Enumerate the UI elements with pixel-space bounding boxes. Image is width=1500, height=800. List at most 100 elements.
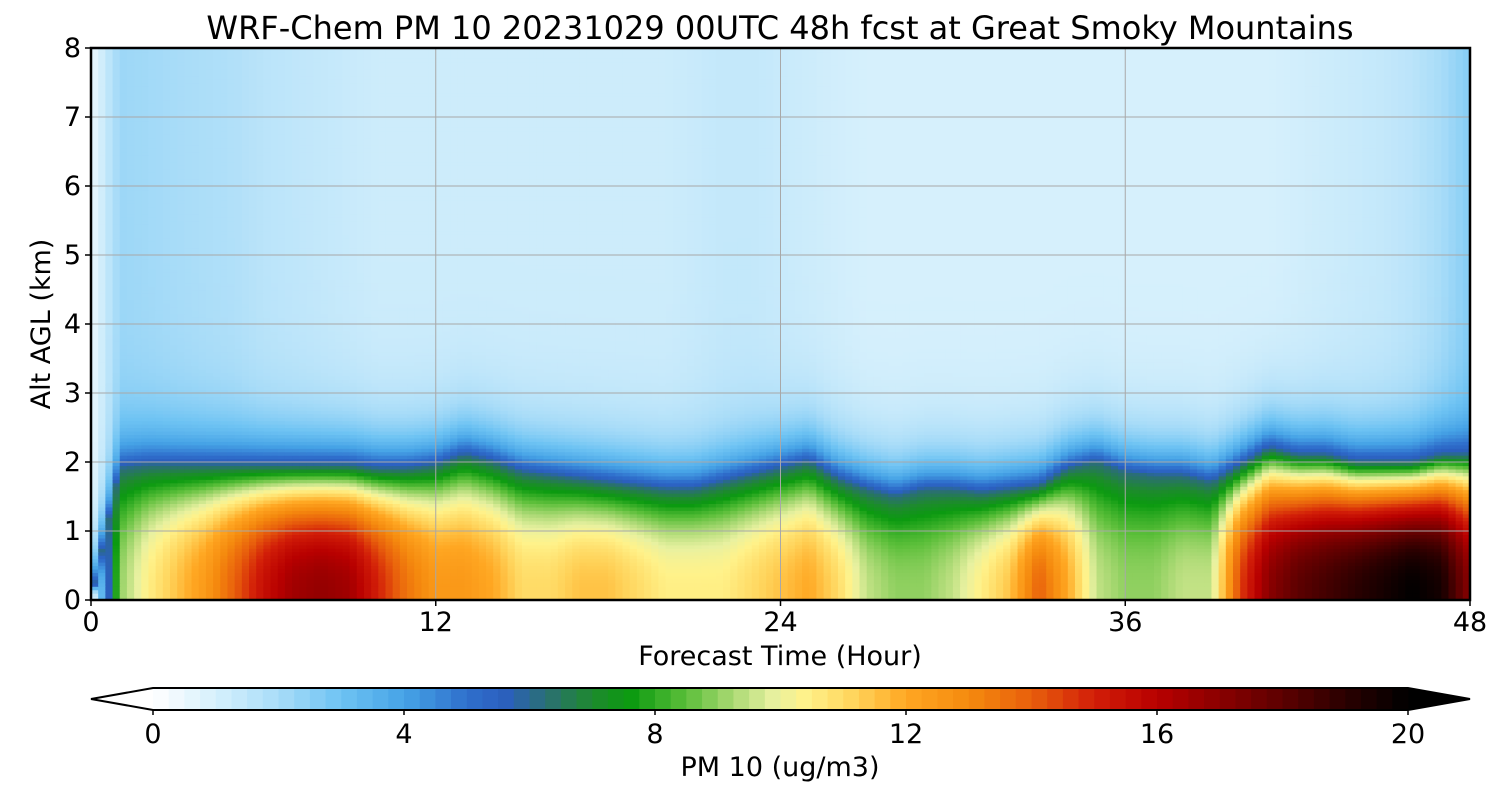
field-cell: [314, 593, 322, 597]
field-cell: [644, 586, 652, 590]
field-cell: [1240, 590, 1248, 594]
field-cell: [1118, 583, 1126, 587]
field-cell: [98, 593, 106, 597]
field-cell: [1341, 583, 1349, 587]
field-cell: [666, 590, 674, 594]
field-cell: [1341, 593, 1349, 597]
field-cell: [321, 579, 329, 583]
field-cell: [314, 590, 322, 594]
field-cell: [551, 579, 559, 583]
field-cell: [1082, 583, 1090, 587]
field-cell: [127, 586, 135, 590]
field-cell: [701, 583, 709, 587]
field-cell: [1427, 583, 1435, 587]
field-cell: [113, 576, 121, 580]
field-cell: [464, 579, 472, 583]
field-cell: [443, 590, 451, 594]
field-cell: [1290, 593, 1298, 597]
field-cell: [235, 586, 243, 590]
field-cell: [601, 590, 609, 594]
field-cell: [263, 576, 271, 580]
field-cell: [1089, 590, 1097, 594]
field-cell: [579, 576, 587, 580]
field-cell: [658, 583, 666, 587]
field-cell: [709, 593, 717, 597]
field-cell: [213, 576, 221, 580]
field-cell: [493, 583, 501, 587]
field-cell: [235, 576, 243, 580]
field-cell: [730, 586, 738, 590]
field-cell: [651, 586, 659, 590]
field-cell: [1255, 583, 1263, 587]
field-cell: [960, 590, 968, 594]
field-cell: [773, 579, 781, 583]
field-cell: [622, 583, 630, 587]
field-cell: [378, 590, 386, 594]
field-cell: [967, 590, 975, 594]
field-cell: [378, 576, 386, 580]
field-cell: [213, 593, 221, 597]
field-cell: [701, 586, 709, 590]
field-cell: [766, 590, 774, 594]
field-cell: [1334, 593, 1342, 597]
field-cell: [414, 593, 422, 597]
field-cell: [220, 590, 228, 594]
field-cell: [1420, 579, 1428, 583]
field-cell: [235, 579, 243, 583]
field-cell: [213, 590, 221, 594]
field-cell: [551, 593, 559, 597]
field-cell: [1290, 586, 1298, 590]
field-cell: [429, 586, 437, 590]
field-cell: [127, 593, 135, 597]
chart-title: WRF-Chem PM 10 20231029 00UTC 48h fcst a…: [206, 9, 1353, 47]
field-cell: [860, 590, 868, 594]
field-cell: [802, 593, 810, 597]
field-cell: [407, 579, 415, 583]
field-cell: [680, 593, 688, 597]
field-cell: [227, 579, 235, 583]
field-cell: [558, 583, 566, 587]
field-cell: [802, 583, 810, 587]
field-cell: [529, 590, 537, 594]
field-cell: [658, 590, 666, 594]
field-cell: [1118, 593, 1126, 597]
field-cell: [716, 586, 724, 590]
field-cell: [508, 590, 516, 594]
field-cell: [1053, 579, 1061, 583]
field-cell: [500, 590, 508, 594]
field-cell: [429, 593, 437, 597]
field-cell: [1405, 583, 1413, 587]
field-cell: [393, 579, 401, 583]
field-cell: [321, 593, 329, 597]
field-cell: [781, 590, 789, 594]
field-cell: [163, 590, 171, 594]
field-cell: [192, 586, 200, 590]
field-cell: [996, 583, 1004, 587]
field-cell: [1226, 579, 1234, 583]
field-cell: [558, 586, 566, 590]
field-cell: [328, 576, 336, 580]
field-cell: [1420, 593, 1428, 597]
field-cell: [816, 579, 824, 583]
field-cell: [543, 583, 551, 587]
field-cell: [285, 583, 293, 587]
field-cell: [867, 590, 875, 594]
field-cell: [594, 593, 602, 597]
field-cell: [651, 583, 659, 587]
field-cell: [486, 593, 494, 597]
field-cell: [745, 583, 753, 587]
field-cell: [515, 576, 523, 580]
field-cell: [1053, 586, 1061, 590]
field-cell: [148, 586, 156, 590]
field-cell: [242, 590, 250, 594]
field-cell: [393, 576, 401, 580]
field-cell: [1197, 593, 1205, 597]
field-cell: [845, 579, 853, 583]
field-cell: [1334, 586, 1342, 590]
field-cell: [572, 590, 580, 594]
field-cell: [1269, 583, 1277, 587]
field-cell: [788, 590, 796, 594]
field-cell: [192, 590, 200, 594]
field-cell: [306, 593, 314, 597]
field-cell: [874, 590, 882, 594]
